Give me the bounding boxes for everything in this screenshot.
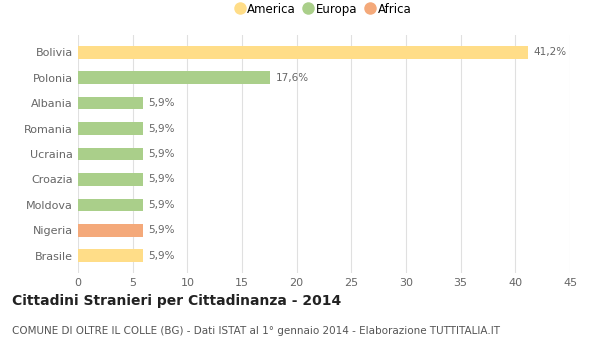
Text: Cittadini Stranieri per Cittadinanza - 2014: Cittadini Stranieri per Cittadinanza - 2… [12, 294, 341, 308]
Text: 5,9%: 5,9% [148, 174, 175, 184]
Bar [78, 224, 143, 237]
Bar [78, 46, 529, 58]
Legend: America, Europa, Africa: America, Europa, Africa [236, 3, 412, 16]
Bar [78, 122, 143, 135]
Text: 5,9%: 5,9% [148, 98, 175, 108]
Bar [78, 148, 143, 160]
Text: 41,2%: 41,2% [534, 47, 567, 57]
Text: 5,9%: 5,9% [148, 225, 175, 235]
Text: 5,9%: 5,9% [148, 149, 175, 159]
Text: 5,9%: 5,9% [148, 200, 175, 210]
Text: 5,9%: 5,9% [148, 124, 175, 134]
Text: COMUNE DI OLTRE IL COLLE (BG) - Dati ISTAT al 1° gennaio 2014 - Elaborazione TUT: COMUNE DI OLTRE IL COLLE (BG) - Dati IST… [12, 326, 500, 336]
Bar [78, 71, 271, 84]
Bar [78, 250, 143, 262]
Bar [78, 97, 143, 110]
Bar [78, 198, 143, 211]
Text: 5,9%: 5,9% [148, 251, 175, 261]
Text: 17,6%: 17,6% [276, 73, 309, 83]
Bar [78, 173, 143, 186]
